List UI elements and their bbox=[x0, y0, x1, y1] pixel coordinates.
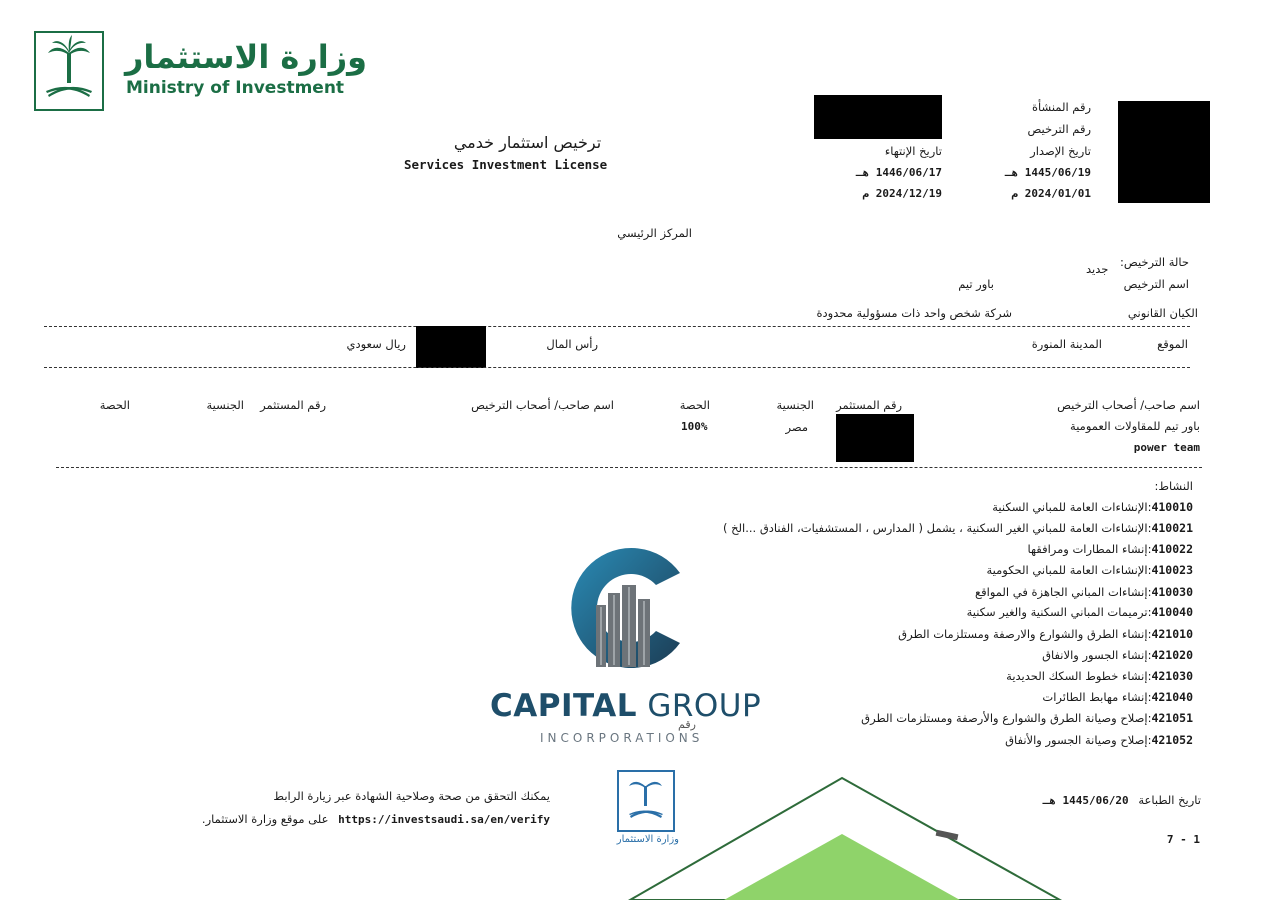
issue-date-greg: 2024/01/01 م bbox=[1011, 187, 1091, 200]
verify-suffix: على موقع وزارة الاستثمار. bbox=[201, 812, 329, 826]
license-title-en: Services Investment License bbox=[404, 157, 608, 172]
license-no-label: رقم الترخيص bbox=[1027, 122, 1091, 136]
watermark-name: CAPITAL GROUP bbox=[490, 688, 762, 724]
verify-url[interactable]: https://investsaudi.sa/en/verify bbox=[338, 813, 550, 826]
print-date-value: 1445/06/20 هـ bbox=[1042, 794, 1129, 807]
owner-nationality: مصر bbox=[785, 420, 808, 434]
ministry-emblem bbox=[34, 31, 104, 111]
divider bbox=[44, 326, 1190, 327]
activity-item: 410022:إنشاء المطارات ومرافقها bbox=[1027, 542, 1193, 556]
watermark-subtitle: INCORPORATIONS bbox=[540, 731, 704, 745]
capital-label: رأس المال bbox=[546, 337, 598, 351]
license-status-value: جديد bbox=[1085, 262, 1109, 276]
nationality-header: الجنسية bbox=[776, 398, 815, 412]
activity-item: 421040:إنشاء مهابط الطائرات bbox=[1042, 690, 1193, 704]
license-name-label: اسم الترخيص bbox=[1123, 277, 1189, 291]
activity-item: 421051:إصلاح وصيانة الطرق والشوارع والأر… bbox=[861, 711, 1193, 725]
print-date: تاريخ الطباعة 1445/06/20 هـ bbox=[1043, 789, 1201, 808]
license-status-label: حالة الترخيص: bbox=[1120, 255, 1189, 269]
verify-line-2: https://investsaudi.sa/en/verify على موق… bbox=[202, 808, 550, 827]
license-name-value: باور تيم bbox=[958, 277, 994, 291]
nationality-header-2: الجنسية bbox=[206, 398, 245, 412]
decorative-diamond-icon bbox=[627, 776, 1063, 900]
owner-name-en: power team bbox=[1133, 441, 1200, 454]
activity-item: 410030:إنشاءات المباني الجاهزة في المواق… bbox=[975, 585, 1193, 599]
watermark-small-text: رقم bbox=[678, 718, 696, 731]
share-header: الحصة bbox=[679, 398, 710, 412]
redacted-establishment-no bbox=[814, 95, 942, 139]
investor-no-header-2: رقم المستثمر bbox=[260, 398, 326, 412]
license-title-ar: ترخيص استثمار خدمي bbox=[453, 133, 602, 152]
divider bbox=[56, 467, 1202, 468]
activity-item: 410010:الإنشاءات العامة للمباني السكنية bbox=[992, 500, 1193, 514]
legal-entity-label: الكيان القانوني bbox=[1127, 306, 1198, 320]
activity-item: 421030:إنشاء خطوط السكك الحديدية bbox=[1006, 669, 1193, 683]
investor-no-header: رقم المستثمر bbox=[836, 398, 902, 412]
redacted-license-no bbox=[1118, 101, 1210, 203]
capital-currency: ريال سعودي bbox=[346, 337, 406, 351]
divider bbox=[44, 367, 1190, 368]
palm-swords-icon bbox=[629, 781, 663, 818]
page-number: 7 - 1 bbox=[1166, 833, 1200, 846]
main-center: المركز الرئيسي bbox=[617, 226, 692, 240]
location-value: المدينة المنورة bbox=[1031, 337, 1102, 351]
stamp-ministry-name: وزارة الاستثمار bbox=[616, 834, 679, 845]
ministry-name-en: Ministry of Investment bbox=[126, 78, 345, 98]
expiry-date-hijri: 1446/06/17 هـ bbox=[855, 166, 942, 179]
ministry-stamp bbox=[617, 770, 675, 832]
activity-item: 410023:الإنشاءات العامة للمباني الحكومية bbox=[986, 563, 1193, 577]
activity-item: 410040:ترميمات المباني السكنية والغير سك… bbox=[966, 605, 1193, 619]
verify-text: يمكنك التحقق من صحة وصلاحية الشهادة عبر … bbox=[273, 789, 550, 803]
redacted-investor-no bbox=[836, 414, 914, 462]
activity-item: 421010:إنشاء الطرق والشوارع والارصفة ومس… bbox=[898, 627, 1193, 641]
capital-group-logo-icon bbox=[571, 548, 680, 668]
legal-entity-value: شركة شخص واحد ذات مسؤولية محدودة bbox=[816, 306, 1012, 320]
owner-name-header-2: اسم صاحب/ أصحاب الترخيص bbox=[471, 398, 614, 412]
owner-share: 100% bbox=[681, 420, 708, 433]
location-label: الموقع bbox=[1157, 337, 1188, 351]
activity-item: 410021:الإنشاءات العامة للمباني الغير ال… bbox=[722, 521, 1193, 535]
establishment-no-label: رقم المنشأة bbox=[1032, 100, 1091, 114]
issue-date-hijri: 1445/06/19 هـ bbox=[1004, 166, 1091, 179]
ministry-name-ar: وزارة الاستثمار bbox=[125, 38, 368, 76]
owner-name-ar: باور تيم للمقاولات العمومية bbox=[1070, 419, 1200, 433]
owner-name-header: اسم صاحب/ أصحاب الترخيص bbox=[1057, 398, 1200, 412]
issue-date-label: تاريخ الإصدار bbox=[1030, 144, 1091, 158]
palm-swords-icon bbox=[46, 35, 92, 97]
print-date-label: تاريخ الطباعة bbox=[1138, 793, 1201, 807]
activity-item: 421020:إنشاء الجسور والانفاق bbox=[1042, 648, 1193, 662]
activity-label: النشاط: bbox=[1154, 479, 1193, 493]
share-header-2: الحصة bbox=[99, 398, 130, 412]
expiry-date-greg: 2024/12/19 م bbox=[862, 187, 942, 200]
activity-item: 421052:إصلاح وصيانة الجسور والأنفاق bbox=[1005, 733, 1193, 747]
redacted-capital-amount bbox=[416, 326, 486, 368]
expiry-date-label: تاريخ الإنتهاء bbox=[884, 144, 942, 158]
license-status: حالة الترخيص: جديد bbox=[1086, 255, 1189, 276]
